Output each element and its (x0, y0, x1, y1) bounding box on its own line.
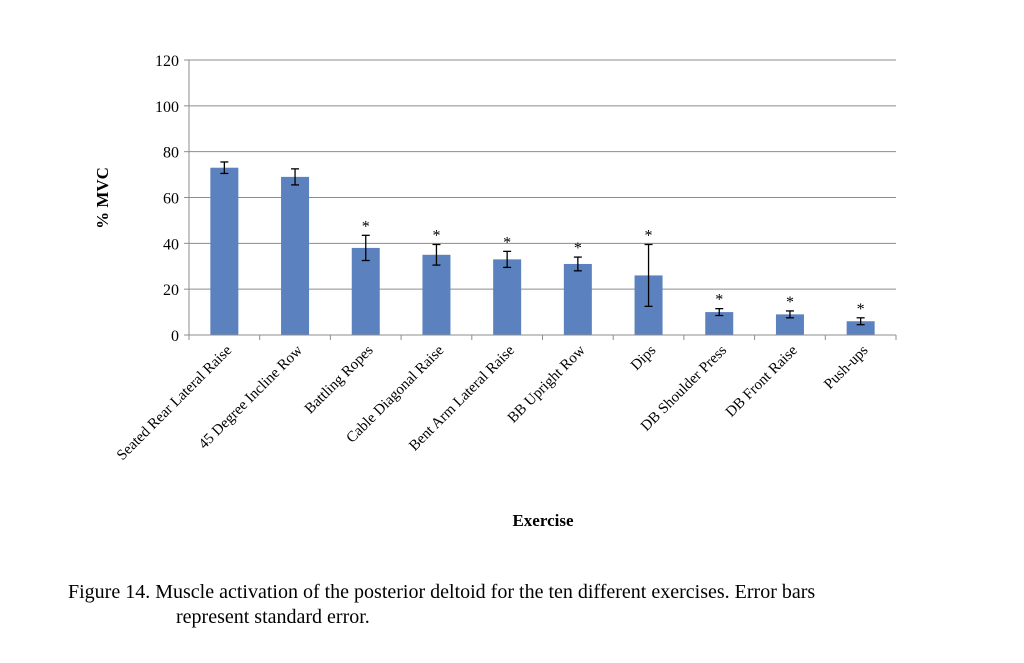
error-bar-9 (856, 317, 865, 326)
y-tick-label-120: 120 (155, 53, 179, 70)
caption-line-1: Figure 14. Muscle activation of the post… (68, 581, 816, 603)
x-tick-label-2: Battling Ropes (302, 342, 377, 417)
y-tick-label-20: 20 (163, 282, 179, 299)
bar-2 (351, 247, 380, 335)
bars: * * * * * * * * (210, 161, 875, 335)
bar-chart: 0 20 40 60 80 100 120 * * * * * * * * Seated Rear Lat… (93, 53, 897, 530)
x-tick-label-9: Push-ups (821, 342, 871, 392)
x-tick-label-6: Dips (628, 342, 659, 373)
y-axis: 0 20 40 60 80 100 120 (155, 53, 190, 345)
bar-8 (775, 314, 804, 335)
y-tick-label-100: 100 (155, 99, 179, 116)
x-tick-label-8: DB Front Raise (723, 342, 801, 420)
significance-marker-6: * (645, 227, 653, 244)
y-tick-label-60: 60 (163, 191, 179, 208)
bar-5 (563, 263, 592, 335)
bar-3 (422, 254, 451, 335)
y-axis-label: % MVC (93, 167, 112, 229)
y-tick-label-80: 80 (163, 145, 179, 162)
x-tick-label-0: Seated Rear Lateral Raise (114, 342, 235, 463)
error-bar-5 (573, 256, 582, 272)
bar-7 (705, 312, 734, 335)
error-bar-1 (291, 168, 300, 186)
error-bar-8 (785, 310, 794, 319)
y-tick-label-0: 0 (171, 328, 179, 345)
significance-marker-9: * (857, 301, 865, 318)
significance-marker-7: * (715, 292, 723, 309)
significance-marker-2: * (362, 218, 370, 235)
error-bar-3 (432, 243, 441, 266)
bar-0 (210, 167, 239, 335)
significance-marker-4: * (503, 234, 511, 251)
y-tick-label-40: 40 (163, 236, 179, 253)
significance-marker-3: * (432, 227, 440, 244)
caption-line-2: represent standard error. (176, 606, 370, 628)
significance-marker-8: * (786, 294, 794, 311)
bar-4 (493, 259, 522, 335)
error-bar-4 (503, 250, 512, 269)
figure-caption: Figure 14. Muscle activation of the post… (68, 580, 968, 630)
bar-9 (846, 321, 875, 335)
significance-marker-5: * (574, 240, 582, 257)
error-bar-6 (644, 243, 653, 308)
error-bar-7 (715, 307, 724, 317)
error-bar-0 (220, 161, 229, 175)
x-axis-label: Exercise (512, 511, 574, 530)
error-bar-2 (361, 234, 370, 262)
x-tick-label-5: BB Upright Row (505, 342, 589, 426)
bar-1 (281, 176, 310, 335)
